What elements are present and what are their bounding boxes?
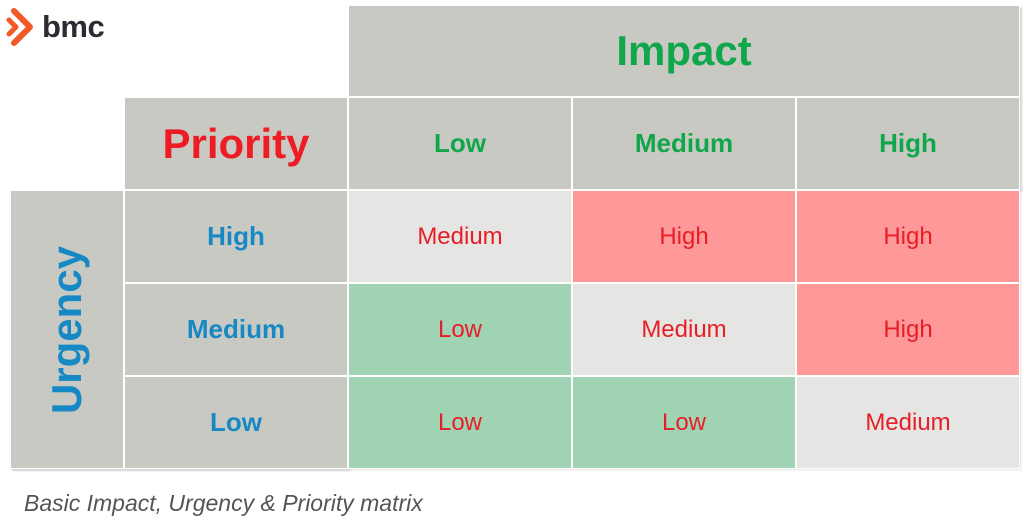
- priority-cell: Low: [348, 283, 572, 376]
- impact-title: Impact: [616, 27, 752, 74]
- urgency-row-high: High: [124, 190, 348, 283]
- impact-col-label: Medium: [634, 128, 734, 158]
- impact-header: Impact: [348, 5, 1020, 97]
- priority-value: Low: [661, 408, 707, 436]
- urgency-row-low: Low: [124, 376, 348, 469]
- urgency-header: Urgency: [10, 190, 124, 469]
- urgency-row-medium: Medium: [124, 283, 348, 376]
- bmc-logo-text: bmc: [42, 9, 105, 44]
- priority-cell: High: [796, 283, 1020, 376]
- impact-col-label: High: [879, 128, 937, 158]
- priority-value: High: [883, 315, 933, 343]
- urgency-title: Urgency: [43, 245, 90, 414]
- urgency-row-label: Medium: [186, 314, 286, 344]
- figure-caption: Basic Impact, Urgency & Priority matrix: [24, 490, 423, 516]
- priority-value: Medium: [865, 408, 951, 436]
- impact-col-medium: Medium: [572, 97, 796, 190]
- priority-cell: High: [572, 190, 796, 283]
- priority-value: Low: [437, 315, 483, 343]
- priority-cell: Low: [348, 376, 572, 469]
- impact-col-high: High: [796, 97, 1020, 190]
- impact-col-label: Low: [434, 128, 486, 158]
- priority-title: Priority: [162, 119, 310, 167]
- priority-value: Medium: [641, 315, 727, 343]
- priority-value: Medium: [417, 222, 503, 250]
- bmc-logo-icon: [6, 8, 33, 46]
- priority-cell: Medium: [348, 190, 572, 283]
- priority-cell: Medium: [572, 283, 796, 376]
- priority-value: High: [659, 222, 709, 250]
- priority-cell: Medium: [796, 376, 1020, 469]
- priority-value: High: [883, 222, 933, 250]
- impact-col-low: Low: [348, 97, 572, 190]
- urgency-row-label: Low: [210, 407, 262, 437]
- priority-header: Priority: [124, 97, 348, 190]
- priority-cell: Low: [572, 376, 796, 469]
- urgency-row-label: High: [207, 221, 265, 251]
- priority-value: Low: [437, 408, 483, 436]
- bmc-logo: bmc: [6, 8, 105, 46]
- priority-cell: High: [796, 190, 1020, 283]
